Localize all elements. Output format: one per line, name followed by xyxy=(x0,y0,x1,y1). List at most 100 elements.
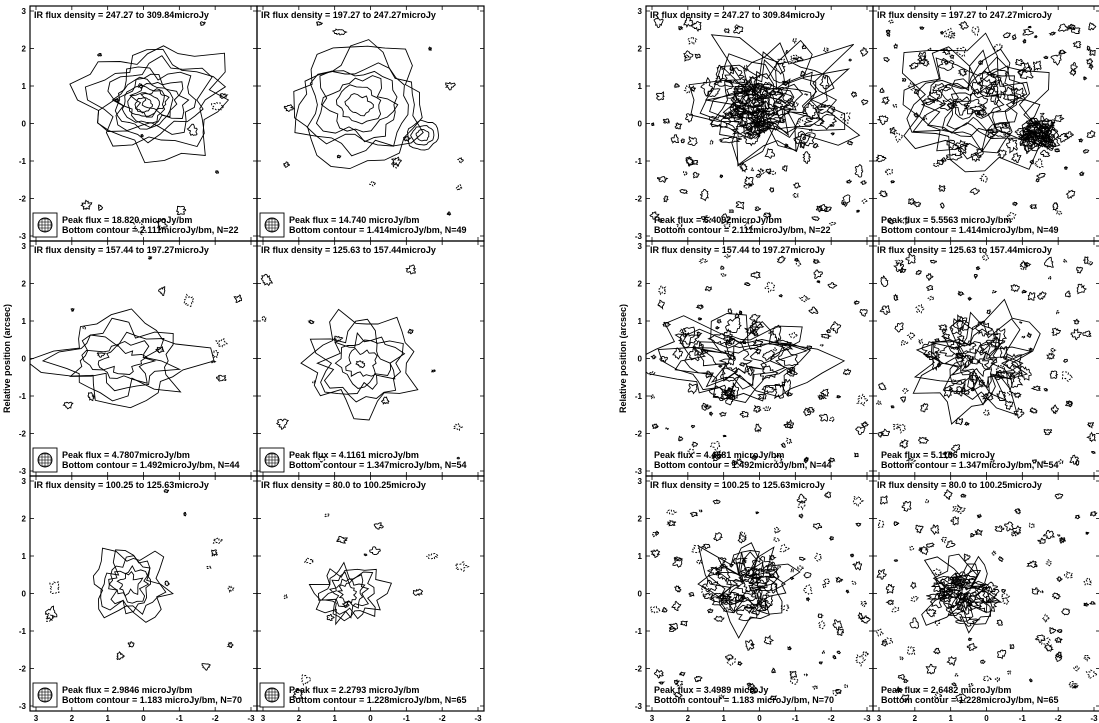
contour-line xyxy=(1055,653,1063,663)
contour-line xyxy=(687,448,696,457)
x-tick-label: 1 xyxy=(105,714,110,723)
contour-line xyxy=(960,354,973,369)
contour-line xyxy=(731,459,738,466)
x-tick-label: 1 xyxy=(721,714,726,723)
contour-line xyxy=(967,637,973,641)
contour-line xyxy=(802,102,818,121)
contour-line xyxy=(986,309,992,315)
contour-line xyxy=(860,600,868,608)
contour-line xyxy=(876,400,882,406)
contour-line xyxy=(1025,129,1033,137)
contour-line xyxy=(768,554,777,561)
contour-line xyxy=(1029,159,1035,165)
contour-line xyxy=(211,102,225,112)
contour-line xyxy=(927,295,935,301)
contour-line xyxy=(920,341,940,358)
contour-line xyxy=(789,368,796,375)
contour-line xyxy=(709,139,714,145)
contour-line xyxy=(772,347,778,352)
contour-line xyxy=(1086,422,1095,429)
y-tick-label: -3 xyxy=(635,467,643,476)
contour-line xyxy=(716,318,722,324)
contour-line xyxy=(994,676,1001,683)
contour-line xyxy=(772,324,782,343)
contour-line xyxy=(294,39,424,157)
contour-line xyxy=(1002,86,1022,105)
contour-line xyxy=(742,340,747,345)
contour-line xyxy=(738,530,747,541)
contour-line xyxy=(1007,87,1026,105)
contour-line xyxy=(318,561,376,622)
contour-line xyxy=(1087,261,1094,267)
contour-line xyxy=(973,273,978,280)
y-tick-label: -3 xyxy=(635,702,643,711)
contour-line xyxy=(1043,55,1049,60)
contour-line xyxy=(1033,34,1038,39)
contour-line xyxy=(789,678,799,685)
contour-line xyxy=(859,47,869,57)
contour-line xyxy=(752,338,764,348)
contour-line xyxy=(211,350,220,358)
contour-line xyxy=(739,595,747,599)
contour-line xyxy=(1078,138,1084,143)
contour-line xyxy=(1055,651,1063,659)
contour-line xyxy=(186,123,198,136)
contour-line xyxy=(1082,330,1092,338)
contour-line xyxy=(748,184,753,187)
contour-line xyxy=(901,500,912,512)
contour-line xyxy=(233,294,243,303)
contour-line xyxy=(840,112,851,125)
contour-line xyxy=(1062,258,1068,264)
contour-line xyxy=(1063,570,1073,579)
contour-line xyxy=(1039,126,1055,145)
contour-line xyxy=(163,488,170,494)
contour-line xyxy=(997,649,1007,660)
contour-line xyxy=(974,598,1000,613)
contour-line xyxy=(992,78,1006,99)
contour-line xyxy=(933,580,946,593)
contour-line xyxy=(714,77,722,84)
contour-line xyxy=(879,87,885,93)
contour-line xyxy=(796,118,807,128)
contour-line xyxy=(1010,531,1017,537)
contour-line xyxy=(949,341,961,350)
contour-line xyxy=(1091,451,1096,454)
contour-line xyxy=(658,681,666,685)
contour-line xyxy=(755,173,762,179)
contour-line xyxy=(331,28,348,36)
contour-line xyxy=(822,47,830,53)
contour-line xyxy=(655,91,665,101)
contour-line xyxy=(1086,130,1096,139)
contour-line xyxy=(1088,63,1094,71)
contour-line xyxy=(673,556,684,562)
contour-line xyxy=(1014,127,1032,137)
y-tick-label: 0 xyxy=(22,590,27,599)
contour-line xyxy=(687,36,698,45)
contour-line xyxy=(875,154,887,163)
contour-line xyxy=(320,75,399,133)
y-tick-label: 3 xyxy=(638,7,643,16)
contour-line xyxy=(1086,45,1091,52)
contour-line xyxy=(649,370,656,376)
contour-line xyxy=(129,81,180,118)
contour-line xyxy=(175,205,187,216)
contour-line xyxy=(1049,370,1059,380)
contour-map xyxy=(876,489,1098,704)
contour-line xyxy=(879,495,888,505)
contour-line xyxy=(804,458,809,462)
contour-line xyxy=(1031,459,1038,464)
contour-line xyxy=(975,320,992,337)
contour-line xyxy=(745,639,755,651)
contour-line xyxy=(715,571,722,576)
contour-line xyxy=(995,364,1006,376)
y-tick-label: -2 xyxy=(635,195,643,204)
contour-line xyxy=(925,663,937,675)
contour-line xyxy=(811,685,818,691)
contour-line xyxy=(680,325,803,404)
contour-line xyxy=(923,350,941,360)
contour-line xyxy=(743,281,751,287)
contour-line xyxy=(700,76,713,97)
contour-line xyxy=(900,694,910,703)
contour-line xyxy=(727,387,733,393)
contour-line xyxy=(1005,211,1017,223)
